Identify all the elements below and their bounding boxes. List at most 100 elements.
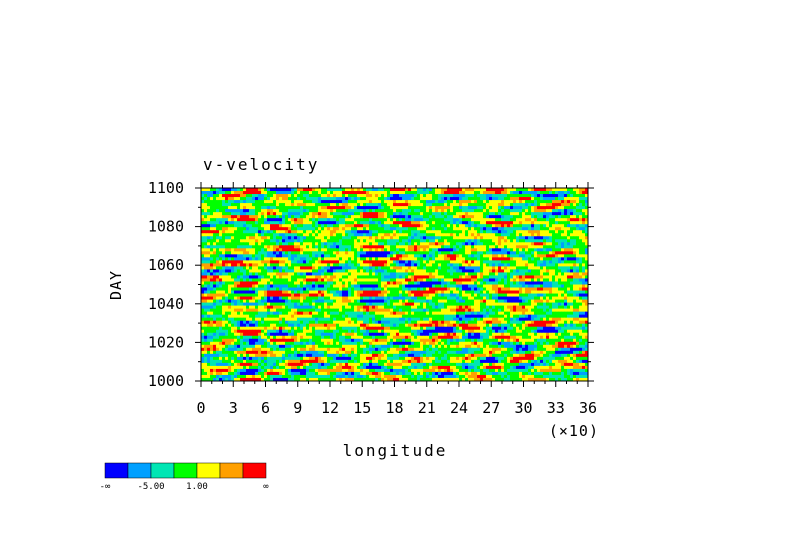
heatmap-cell [216, 260, 220, 264]
heatmap-cell [372, 215, 376, 219]
heatmap-cell [201, 194, 205, 198]
heatmap-cell [477, 251, 481, 255]
heatmap-cell [372, 233, 376, 237]
heatmap-cell [567, 206, 571, 210]
heatmap-cell [468, 284, 472, 288]
heatmap-cell [240, 263, 244, 267]
heatmap-cell [456, 260, 460, 264]
heatmap-cell [450, 296, 454, 300]
heatmap-cell [396, 293, 400, 297]
heatmap-cell [570, 230, 574, 234]
heatmap-cell [585, 194, 589, 198]
heatmap-cell [429, 227, 433, 231]
heatmap-cell [582, 209, 586, 213]
heatmap-cell [330, 221, 334, 225]
heatmap-cell [210, 230, 214, 234]
heatmap-cell [330, 248, 334, 252]
heatmap-cell [381, 284, 385, 288]
heatmap-cell [348, 242, 352, 246]
heatmap-cell [363, 266, 367, 270]
heatmap-cell [294, 299, 298, 303]
heatmap-cell [504, 227, 508, 231]
heatmap-cell [390, 209, 394, 213]
heatmap-cell [402, 203, 406, 207]
heatmap-cell [243, 278, 247, 282]
heatmap-cell [252, 296, 256, 300]
heatmap-cell [462, 218, 466, 222]
heatmap-cell [216, 281, 220, 285]
heatmap-cell [486, 221, 490, 225]
heatmap-cell [480, 218, 484, 222]
heatmap-cell [357, 215, 361, 219]
heatmap-cell [399, 260, 403, 264]
heatmap-cell [579, 260, 583, 264]
heatmap-cell [216, 296, 220, 300]
heatmap-cell [243, 233, 247, 237]
heatmap-cell [474, 197, 478, 201]
heatmap-cell [555, 299, 559, 303]
heatmap-cell [420, 200, 424, 204]
heatmap-cell [543, 233, 547, 237]
heatmap-cell [351, 212, 355, 216]
heatmap-cell [231, 275, 235, 279]
heatmap-cell [270, 191, 274, 195]
heatmap-cell [276, 272, 280, 276]
heatmap-cell [369, 263, 373, 267]
heatmap-cell [222, 236, 226, 240]
heatmap-cell [345, 206, 349, 210]
heatmap-cell [285, 293, 289, 297]
heatmap-cell [207, 248, 211, 252]
heatmap-cell [210, 233, 214, 237]
heatmap-cell [312, 203, 316, 207]
heatmap-cell [276, 197, 280, 201]
heatmap-cell [219, 194, 223, 198]
heatmap-cell [243, 194, 247, 198]
heatmap-cell [579, 212, 583, 216]
heatmap-cell [324, 206, 328, 210]
heatmap-cell [258, 233, 262, 237]
heatmap-cell [372, 263, 376, 267]
heatmap-cell [336, 188, 340, 192]
heatmap-cell [351, 284, 355, 288]
heatmap-cell [345, 200, 349, 204]
heatmap-cell [483, 254, 487, 258]
heatmap-cell [381, 287, 385, 291]
heatmap-cell [276, 242, 280, 246]
heatmap-cell [330, 194, 334, 198]
heatmap-cell [318, 203, 322, 207]
heatmap-cell [300, 248, 304, 252]
heatmap-cell [441, 251, 445, 255]
heatmap-cell [540, 236, 544, 240]
heatmap-cell [267, 218, 271, 222]
heatmap-cell [423, 245, 427, 249]
heatmap-cell [339, 263, 343, 267]
heatmap-cell [525, 224, 529, 228]
heatmap-cell [498, 203, 502, 207]
heatmap-cell [432, 209, 436, 213]
heatmap-cell [321, 230, 325, 234]
heatmap-cell [465, 209, 469, 213]
heatmap-cell [216, 248, 220, 252]
heatmap-cell [264, 269, 268, 273]
heatmap-cell [231, 224, 235, 228]
heatmap-cell [531, 227, 535, 231]
heatmap-cell [240, 260, 244, 264]
heatmap-cell [468, 260, 472, 264]
heatmap-cell [342, 266, 346, 270]
heatmap-cell [486, 245, 490, 249]
heatmap-cell [447, 206, 451, 210]
heatmap-cell [333, 251, 337, 255]
heatmap-cell [573, 290, 577, 294]
heatmap-cell [222, 260, 226, 264]
heatmap-cell [222, 278, 226, 282]
heatmap-cell [402, 293, 406, 297]
heatmap-cell [444, 224, 448, 228]
heatmap-cell [225, 245, 229, 249]
heatmap-cell [534, 284, 538, 288]
heatmap-cell [414, 215, 418, 219]
heatmap-cell [417, 218, 421, 222]
heatmap-cell [468, 239, 472, 243]
heatmap-cell [561, 269, 565, 273]
heatmap-cell [408, 290, 412, 294]
heatmap-cell [216, 290, 220, 294]
